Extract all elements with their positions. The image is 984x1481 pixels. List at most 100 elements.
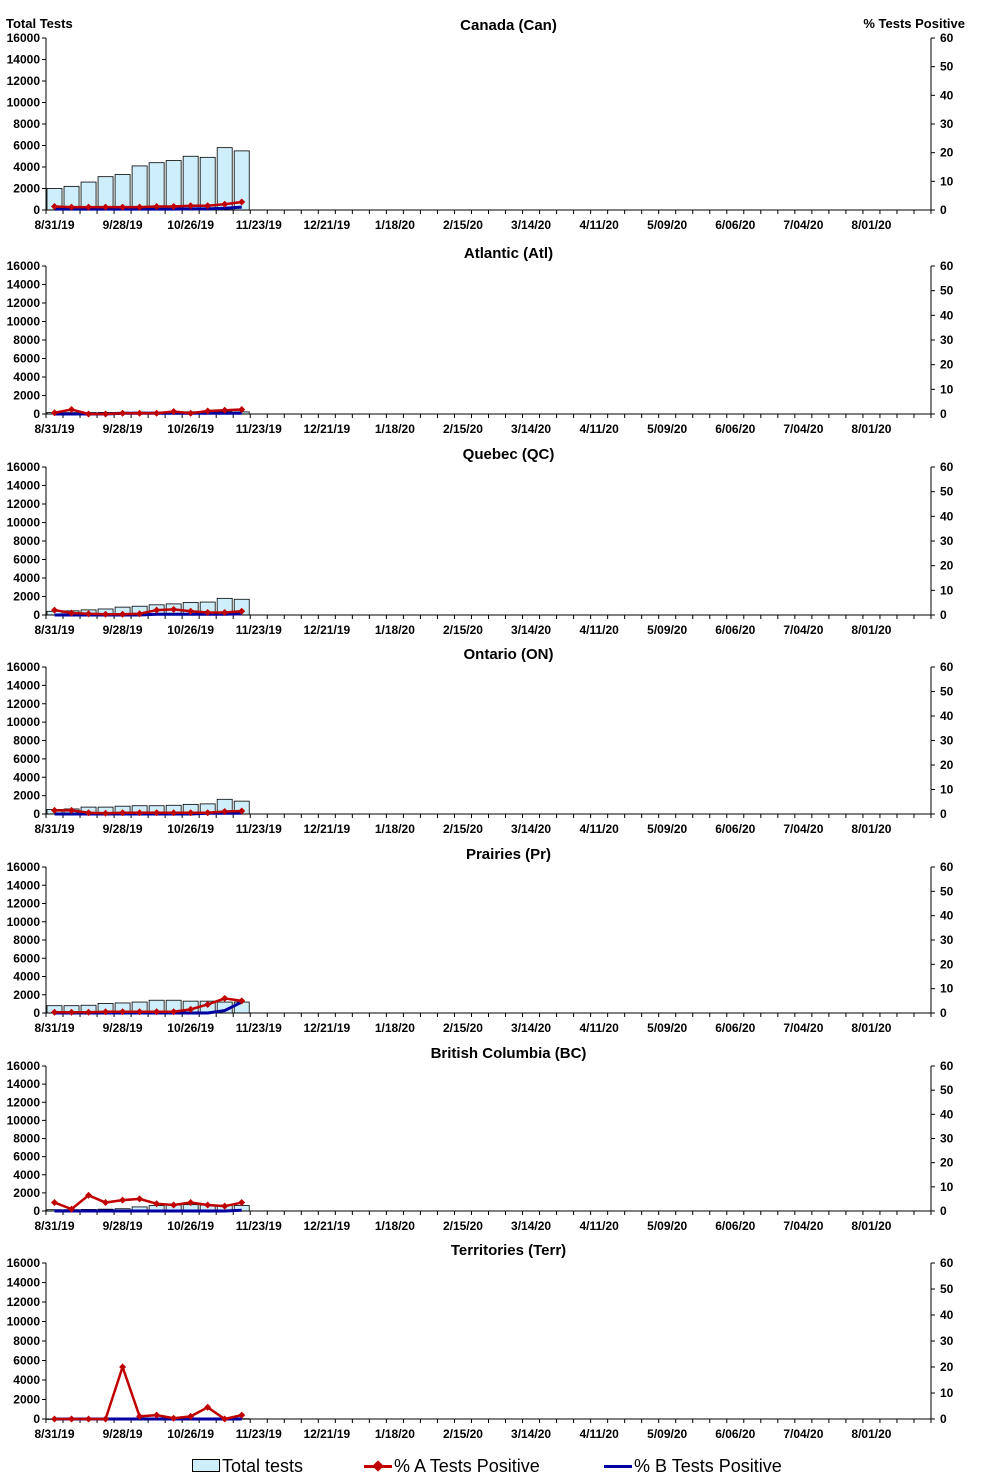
x-tick-label: 8/31/19 (34, 1219, 74, 1233)
x-tick-label: 5/09/20 (647, 623, 687, 637)
pct-a-positive-point (221, 1202, 229, 1210)
pct-a-positive-point (153, 1008, 161, 1016)
left-tick-label: 12000 (7, 697, 41, 711)
right-tick-label: 30 (940, 534, 954, 548)
left-tick-label: 8000 (13, 734, 40, 748)
x-tick-label: 3/14/20 (511, 1021, 551, 1035)
pct-a-positive-point (187, 409, 195, 417)
panel-title: Prairies (Pr) (466, 846, 551, 863)
right-tick-label: 0 (940, 203, 947, 217)
left-tick-label: 2000 (13, 789, 40, 803)
pct-a-positive-point (85, 1415, 93, 1423)
x-tick-label: 7/04/20 (783, 623, 823, 637)
x-tick-label: 2/15/20 (443, 1021, 483, 1035)
x-tick-label: 10/26/19 (167, 623, 214, 637)
total-tests-bar (216, 147, 233, 211)
left-tick-label: 4000 (13, 1373, 40, 1387)
pct-a-positive-point (153, 809, 161, 817)
pct-a-positive-point (102, 809, 110, 817)
x-tick-label: 12/21/19 (303, 422, 350, 436)
pct-a-positive-point (170, 1414, 178, 1422)
right-tick-label: 60 (940, 259, 954, 273)
left-tick-label: 14000 (7, 53, 41, 67)
pct-a-positive-point (136, 409, 144, 417)
right-tick-label: 20 (940, 559, 954, 573)
x-tick-label: 12/21/19 (303, 623, 350, 637)
pct-a-positive-point (187, 202, 195, 210)
left-tick-label: 10000 (7, 1113, 41, 1127)
right-tick-label: 10 (940, 174, 954, 188)
right-tick-label: 40 (940, 909, 954, 923)
pct-a-positive-point (153, 1200, 161, 1208)
x-tick-label: 7/04/20 (783, 822, 823, 836)
left-tick-label: 2000 (13, 182, 40, 196)
x-tick-label: 4/11/20 (579, 822, 619, 836)
right-tick-label: 20 (940, 957, 954, 971)
left-tick-label: 16000 (7, 660, 41, 674)
pct-a-positive-point (136, 203, 144, 211)
left-tick-label: 6000 (13, 951, 40, 965)
left-tick-label: 4000 (13, 160, 40, 174)
x-tick-label: 4/11/20 (579, 422, 619, 436)
pct-a-positive-point (68, 1205, 76, 1213)
pct-a-positive-point (170, 203, 178, 211)
legend-label-pct-b: % B Tests Positive (634, 1456, 782, 1476)
x-tick-label: 9/28/19 (103, 1021, 143, 1035)
x-tick-label: 8/31/19 (34, 422, 74, 436)
x-tick-label: 4/11/20 (579, 1427, 619, 1441)
x-tick-label: 8/01/20 (851, 1427, 891, 1441)
pct-a-positive-point (221, 1415, 229, 1423)
left-tick-label: 12000 (7, 1095, 41, 1109)
x-tick-label: 2/15/20 (443, 1427, 483, 1441)
pct-a-positive-point (187, 809, 195, 817)
pct-a-positive-point (51, 1415, 59, 1423)
x-tick-label: 12/21/19 (303, 1219, 350, 1233)
x-tick-label: 11/23/19 (236, 422, 282, 436)
panel-title: Territories (Terr) (451, 1242, 566, 1259)
x-tick-label: 11/23/19 (236, 1427, 282, 1441)
x-tick-label: 10/26/19 (167, 1021, 214, 1035)
left-tick-label: 14000 (7, 878, 41, 892)
x-tick-label: 5/09/20 (647, 822, 687, 836)
right-tick-label: 0 (940, 1204, 947, 1218)
left-tick-label: 12000 (7, 74, 41, 88)
left-tick-label: 0 (33, 1204, 40, 1218)
x-tick-label: 6/06/20 (715, 1427, 755, 1441)
left-tick-label: 12000 (7, 897, 41, 911)
x-tick-label: 5/09/20 (647, 1219, 687, 1233)
right-tick-label: 60 (940, 660, 954, 674)
left-tick-label: 6000 (13, 352, 40, 366)
right-tick-label: 50 (940, 884, 954, 898)
right-tick-label: 50 (940, 1282, 954, 1296)
pct-a-positive-point (204, 202, 212, 210)
panel-title: Ontario (ON) (464, 646, 554, 663)
x-tick-label: 11/23/19 (236, 822, 282, 836)
right-tick-label: 50 (940, 284, 954, 298)
pct-a-positive-point (68, 609, 76, 617)
left-tick-label: 4000 (13, 1168, 40, 1182)
x-tick-label: 9/28/19 (103, 422, 143, 436)
x-tick-label: 3/14/20 (511, 218, 551, 232)
x-tick-label: 4/11/20 (579, 218, 619, 232)
right-tick-label: 10 (940, 382, 954, 396)
x-tick-label: 11/23/19 (236, 623, 282, 637)
pct-a-positive-point (51, 1008, 59, 1016)
chart-legend: Total tests % A Tests Positive % B Tests… (0, 1450, 984, 1480)
pct-a-positive-point (153, 203, 161, 211)
x-tick-label: 4/11/20 (579, 1021, 619, 1035)
x-tick-label: 8/31/19 (34, 1427, 74, 1441)
pct-a-positive-point (170, 809, 178, 817)
x-tick-label: 1/18/20 (375, 822, 415, 836)
left-tick-label: 10000 (7, 715, 41, 729)
pct-a-positive-point (102, 1415, 110, 1423)
pct-a-positive-point (187, 607, 195, 615)
pct-a-positive-point (238, 1411, 246, 1419)
x-tick-label: 2/15/20 (443, 422, 483, 436)
pct-a-positive-point (136, 1008, 144, 1016)
total-tests-bar (131, 165, 148, 211)
pct-a-positive-point (187, 1412, 195, 1420)
right-tick-label: 0 (940, 1006, 947, 1020)
right-tick-label: 50 (940, 60, 954, 74)
right-tick-label: 40 (940, 1308, 954, 1322)
x-tick-label: 5/09/20 (647, 1427, 687, 1441)
